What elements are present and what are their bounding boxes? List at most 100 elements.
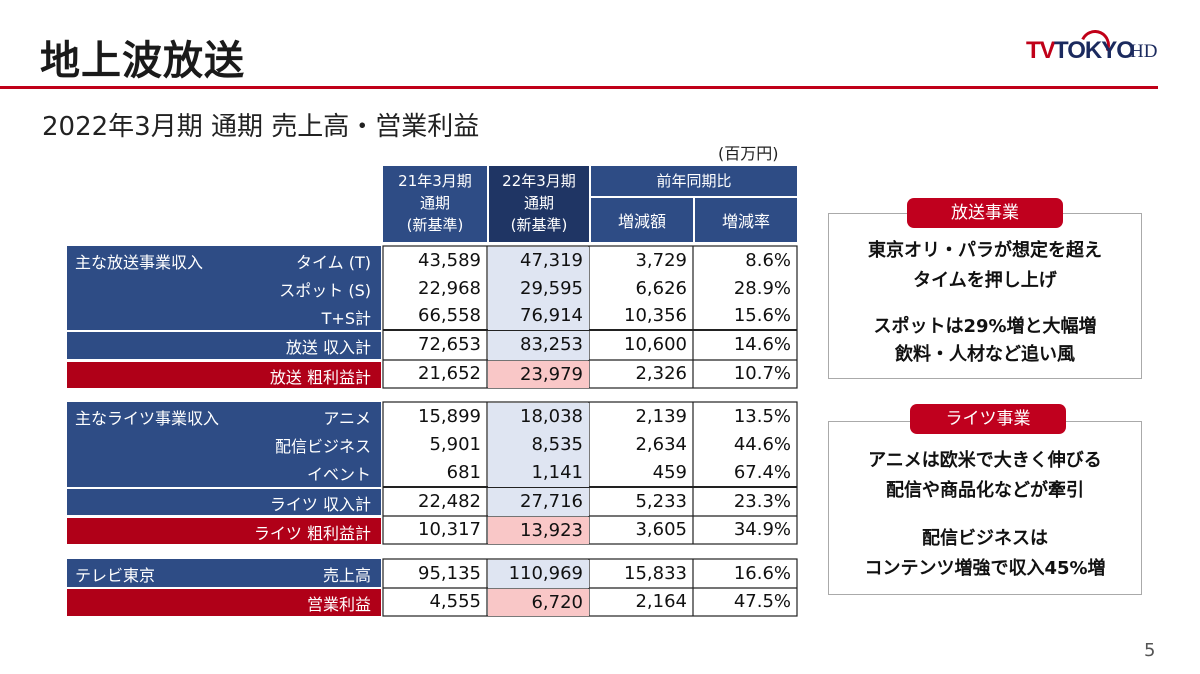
label-broadcast-revenue-total: 放送 収入計 (67, 332, 381, 359)
label-broadcast-revenue-total-text: 放送 収入計 (285, 338, 371, 357)
tag-rights: ライツ事業 (910, 404, 1066, 434)
cell-bc-rev-22: 83,253 (488, 331, 589, 360)
cell-anime-22: 18,038 (488, 403, 589, 431)
cell-time-diff: 3,729 (635, 250, 687, 271)
tag-broadcast: 放送事業 (907, 198, 1063, 228)
cell-event-diff: 459 (652, 462, 687, 483)
label-tv-tokyo-sales: テレビ東京 売上高 (67, 559, 381, 587)
cell-op-22: 6,720 (488, 589, 589, 616)
cell-rights-gp-diff: 3,605 (635, 519, 687, 540)
cell-event-rate: 67.4% (733, 462, 791, 483)
cell-op-diff: 2,164 (635, 591, 687, 612)
slide-subtitle: 2022年3月期 通期 売上高・営業利益 (42, 112, 480, 142)
label-spot: スポット (S) (279, 281, 371, 300)
label-operating-profit: 営業利益 (67, 589, 381, 616)
cell-bc-rev-21: 72,653 (418, 334, 481, 355)
label-streaming: 配信ビジネス (274, 437, 371, 456)
label-event: イベント (306, 465, 371, 484)
label-rights-revenue-title: 主なライツ事業収入 (75, 409, 220, 428)
cell-bc-gp-rate: 10.7% (733, 363, 791, 384)
header-yoy: 前年同期比 (591, 166, 797, 196)
label-broadcast-revenue-title: 主な放送事業収入 (75, 253, 204, 272)
note-broadcast-line4: 飲料・人材など追い風 (895, 344, 1075, 365)
label-block-rights: 主なライツ事業収入 アニメ 配信ビジネス イベント (67, 402, 381, 487)
cell-spot-21: 22,968 (418, 278, 481, 299)
note-rights-line1: アニメは欧米で大きく伸びる (868, 450, 1102, 471)
label-operating-profit-text: 営業利益 (306, 595, 371, 614)
cell-streaming-rate: 44.6% (733, 434, 791, 455)
logo-tv: TV (1026, 37, 1056, 64)
cell-ts-22: 76,914 (488, 302, 589, 330)
label-rights-revenue-total: ライツ 収入計 (67, 489, 381, 515)
cell-ts-21: 66,558 (418, 305, 481, 326)
cell-sales-22: 110,969 (488, 560, 589, 588)
cell-sales-rate: 16.6% (733, 563, 791, 584)
label-broadcast-gross-profit: 放送 粗利益計 (67, 362, 381, 388)
cell-rights-rev-rate: 23.3% (733, 491, 791, 512)
cell-spot-22: 29,595 (488, 275, 589, 303)
cell-time-22: 47,319 (488, 247, 589, 275)
note-box-broadcast: 東京オリ・パラが想定を超え タイムを押し上げ スポットは29%増と大幅増 飲料・… (828, 213, 1142, 379)
note-broadcast-line1: 東京オリ・パラが想定を超え (868, 240, 1102, 261)
header-curr-year: 22年3月期 通期 (新基準) (489, 166, 589, 242)
cell-anime-21: 15,899 (418, 406, 481, 427)
header-curr-year-line2: 通期 (523, 194, 554, 212)
page-number: 5 (1144, 640, 1156, 661)
label-rights-revenue-total-text: ライツ 収入計 (269, 495, 371, 514)
label-sales: 売上高 (322, 566, 371, 585)
note-box-rights: アニメは欧米で大きく伸びる 配信や商品化などが牽引 配信ビジネスは コンテンツ増… (828, 421, 1142, 595)
cell-ts-diff: 10,356 (624, 305, 687, 326)
label-ts-total: T+S計 (321, 309, 371, 328)
cell-bc-rev-rate: 14.6% (733, 334, 791, 355)
cell-bc-gp-21: 21,652 (418, 363, 481, 384)
cell-time-21: 43,589 (418, 250, 481, 271)
header-rate: 増減率 (695, 198, 797, 242)
cell-anime-rate: 13.5% (733, 406, 791, 427)
label-rights-gross-profit: ライツ 粗利益計 (67, 518, 381, 544)
cell-event-21: 681 (446, 462, 481, 483)
header-prev-year-line3: (新基準) (406, 216, 464, 234)
cell-streaming-diff: 2,634 (635, 434, 687, 455)
cell-time-rate: 8.6% (745, 250, 791, 271)
cell-streaming-21: 5,901 (429, 434, 481, 455)
label-rights-gross-profit-text: ライツ 粗利益計 (253, 524, 371, 543)
cell-rights-gp-21: 10,317 (418, 519, 481, 540)
cell-rights-gp-22: 13,923 (488, 517, 589, 544)
slide-title: 地上波放送 (40, 38, 245, 84)
header-prev-year-line2: 通期 (419, 194, 450, 212)
label-anime: アニメ (323, 409, 371, 428)
label-block-broadcast: 主な放送事業収入 タイム (T) スポット (S) T+S計 (67, 246, 381, 330)
cell-spot-diff: 6,626 (635, 278, 687, 299)
header-yoy-label: 前年同期比 (656, 172, 732, 190)
header-diff-label: 増減額 (617, 212, 666, 231)
cell-op-rate: 47.5% (733, 591, 791, 612)
label-time: タイム (T) (295, 253, 371, 272)
cell-op-21: 4,555 (429, 591, 481, 612)
cell-sales-21: 95,135 (418, 563, 481, 584)
header-curr-year-line1: 22年3月期 (502, 172, 576, 190)
note-rights-line3: 配信ビジネスは (922, 528, 1048, 549)
header-curr-year-line3: (新基準) (510, 216, 568, 234)
cell-sales-diff: 15,833 (624, 563, 687, 584)
note-rights-line4: コンテンツ増強で収入45%増 (864, 558, 1106, 579)
cell-ts-rate: 15.6% (733, 305, 791, 326)
logo-tokyo: TOKYO (1054, 37, 1135, 64)
label-tv-tokyo: テレビ東京 (75, 566, 156, 585)
note-broadcast-line2: タイムを押し上げ (913, 270, 1057, 291)
cell-bc-gp-diff: 2,326 (635, 363, 687, 384)
header-prev-year: 21年3月期 通期 (新基準) (383, 166, 487, 242)
cell-bc-rev-diff: 10,600 (624, 334, 687, 355)
cell-rights-gp-rate: 34.9% (733, 519, 791, 540)
cell-rights-rev-22: 27,716 (488, 488, 589, 516)
tv-tokyo-hd-logo: TV TOKYO HD (1026, 25, 1166, 70)
cell-bc-gp-22: 23,979 (488, 361, 589, 388)
cell-event-22: 1,141 (488, 459, 589, 487)
label-broadcast-gross-profit-text: 放送 粗利益計 (269, 368, 371, 387)
cell-streaming-22: 8,535 (488, 431, 589, 459)
cell-anime-diff: 2,139 (635, 406, 687, 427)
cell-rights-rev-21: 22,482 (418, 491, 481, 512)
logo-hd: HD (1130, 41, 1158, 62)
note-rights-line2: 配信や商品化などが牽引 (886, 480, 1084, 501)
cell-rights-rev-diff: 5,233 (635, 491, 687, 512)
